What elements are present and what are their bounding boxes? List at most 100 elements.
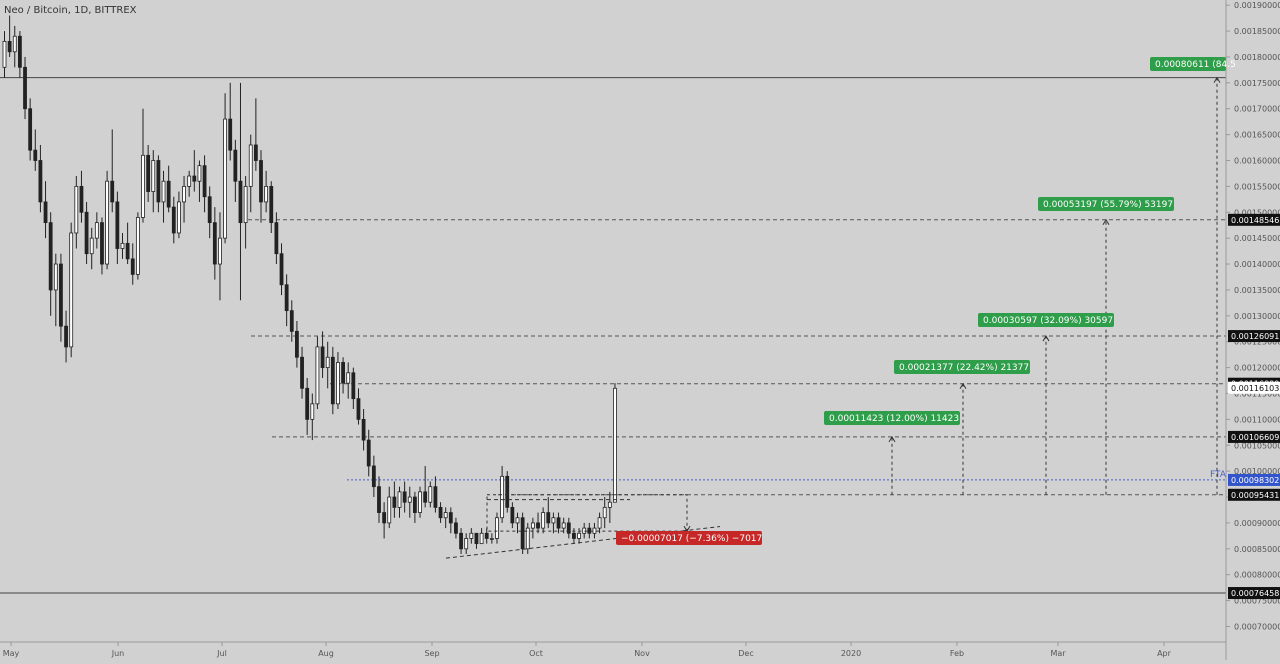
candle[interactable]: [505, 471, 510, 513]
candle[interactable]: [336, 352, 340, 410]
candle[interactable]: [438, 502, 443, 523]
candle[interactable]: [320, 331, 325, 378]
candle[interactable]: [264, 170, 269, 213]
candle[interactable]: [546, 497, 551, 529]
candle[interactable]: [187, 170, 192, 197]
candle[interactable]: [69, 222, 74, 358]
candle[interactable]: [33, 129, 38, 171]
candle[interactable]: [515, 512, 520, 534]
candle[interactable]: [520, 512, 525, 554]
candle[interactable]: [289, 300, 294, 342]
candle[interactable]: [43, 181, 48, 239]
candle[interactable]: [84, 201, 89, 265]
candle[interactable]: [12, 25, 17, 68]
candle[interactable]: [536, 512, 540, 534]
candle[interactable]: [253, 98, 258, 171]
candle[interactable]: [182, 176, 186, 223]
candle[interactable]: [192, 150, 197, 192]
candle[interactable]: [105, 170, 109, 270]
candle[interactable]: [274, 212, 279, 265]
candle[interactable]: [459, 528, 463, 554]
candle[interactable]: [177, 191, 181, 239]
candle[interactable]: [223, 93, 227, 244]
candle[interactable]: [238, 82, 243, 301]
candle[interactable]: [464, 533, 469, 554]
candle[interactable]: [228, 82, 233, 161]
measure-label[interactable]: 0.00053197 (55.79%) 53197: [1038, 197, 1174, 211]
candle[interactable]: [130, 243, 135, 285]
candle[interactable]: [371, 455, 376, 498]
candle[interactable]: [156, 155, 161, 213]
candle[interactable]: [361, 409, 366, 451]
candle[interactable]: [407, 486, 412, 518]
candle[interactable]: [469, 528, 474, 544]
candle[interactable]: [551, 512, 556, 534]
candle[interactable]: [110, 129, 115, 213]
candle[interactable]: [402, 481, 407, 513]
candle[interactable]: [597, 512, 602, 534]
candle[interactable]: [448, 507, 453, 534]
candle[interactable]: [64, 310, 68, 363]
measure-label[interactable]: 0.00080611 (84.5: [1150, 57, 1236, 71]
candle[interactable]: [59, 253, 63, 342]
measure-label[interactable]: 0.00030597 (32.09%) 30597: [978, 313, 1114, 327]
candle[interactable]: [305, 377, 310, 435]
candle[interactable]: [310, 393, 315, 441]
candle[interactable]: [387, 486, 392, 529]
candle[interactable]: [38, 144, 43, 213]
candle[interactable]: [120, 232, 125, 259]
candle[interactable]: [295, 321, 299, 368]
candle[interactable]: [197, 160, 202, 202]
candle[interactable]: [330, 346, 335, 415]
candle[interactable]: [484, 528, 489, 544]
candle[interactable]: [500, 465, 505, 523]
candle[interactable]: [566, 517, 571, 539]
candle[interactable]: [541, 507, 546, 534]
candle[interactable]: [2, 31, 7, 78]
candle[interactable]: [479, 528, 484, 545]
candle[interactable]: [397, 486, 402, 518]
candle[interactable]: [141, 108, 145, 223]
measure-label[interactable]: 0.00011423 (12.00%) 11423: [824, 411, 960, 425]
candle[interactable]: [79, 170, 84, 223]
measure-label[interactable]: 0.00021377 (22.42%) 21377: [894, 360, 1030, 374]
candle[interactable]: [161, 170, 166, 223]
candle[interactable]: [412, 491, 417, 523]
candle[interactable]: [28, 98, 33, 161]
candle[interactable]: [248, 134, 253, 213]
candle[interactable]: [53, 253, 58, 327]
candle[interactable]: [279, 243, 284, 296]
candle[interactable]: [202, 155, 207, 213]
candle[interactable]: [100, 217, 104, 275]
candle[interactable]: [433, 476, 438, 513]
candle[interactable]: [171, 196, 176, 244]
candle[interactable]: [561, 517, 566, 534]
candle[interactable]: [525, 522, 530, 554]
candle[interactable]: [325, 341, 330, 389]
candle[interactable]: [382, 502, 387, 539]
candle[interactable]: [300, 346, 304, 399]
candle[interactable]: [207, 186, 212, 239]
candle[interactable]: [115, 191, 120, 265]
candle[interactable]: [423, 465, 428, 508]
candle[interactable]: [377, 476, 381, 523]
candle[interactable]: [243, 176, 248, 249]
candle[interactable]: [89, 227, 94, 270]
candle[interactable]: [284, 274, 289, 327]
candle[interactable]: [474, 532, 479, 549]
candle[interactable]: [125, 222, 130, 265]
candle[interactable]: [392, 481, 397, 518]
candle[interactable]: [341, 357, 345, 394]
candle[interactable]: [351, 367, 356, 410]
candle[interactable]: [135, 212, 140, 280]
candle[interactable]: [346, 362, 351, 399]
candle[interactable]: [315, 336, 320, 410]
candle[interactable]: [233, 139, 238, 202]
candle[interactable]: [366, 429, 371, 477]
candle[interactable]: [218, 212, 222, 301]
candle[interactable]: [418, 486, 422, 518]
candle[interactable]: [443, 507, 448, 529]
candle[interactable]: [269, 181, 274, 233]
candle[interactable]: [613, 383, 617, 503]
candle[interactable]: [23, 56, 27, 120]
